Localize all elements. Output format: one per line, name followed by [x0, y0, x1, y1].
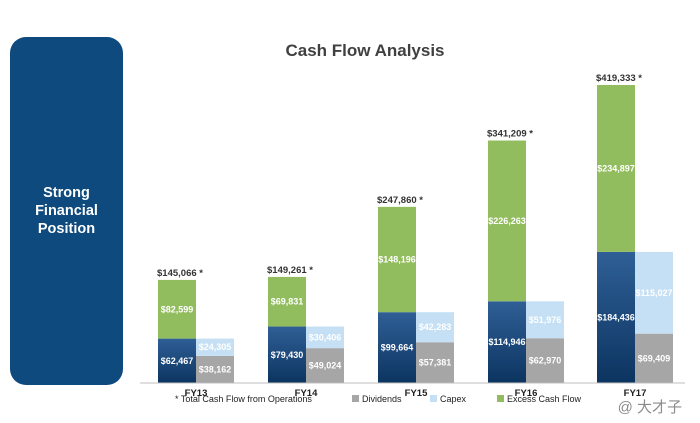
label-capex-fy17: $115,027: [635, 288, 672, 298]
label-base-fy15: $99,664: [381, 343, 414, 353]
tick-fy17: FY17: [624, 388, 647, 399]
label-base-fy14: $79,430: [271, 350, 304, 360]
bar-capex-fy17: [635, 251, 673, 334]
total-label-fy16: $341,209 *: [487, 129, 533, 140]
legend-label-excess-cash-flow: Excess Cash Flow: [507, 394, 582, 404]
side-panel-title: Strong Financial Position: [35, 185, 98, 237]
legend-swatch-dividends: [352, 395, 359, 402]
chart-title: Cash Flow Analysis: [285, 41, 445, 60]
label-capex-fy13: $24,305: [199, 342, 232, 352]
bar-excess-fy14: [268, 276, 306, 327]
total-label-fy13: $145,066 *: [157, 268, 203, 279]
bar-excess-fy13: [158, 279, 196, 339]
label-base-fy17: $184,436: [597, 312, 635, 322]
bar-base-fy13: [158, 338, 196, 383]
label-capex-fy15: $42,283: [419, 322, 452, 332]
bar-excess-fy16: [488, 140, 526, 302]
bar-capex-fy14: [306, 326, 344, 349]
bar-dividends-fy17: [635, 333, 673, 383]
bar-dividends-fy16: [526, 338, 564, 383]
label-excess-fy17: $234,897: [597, 163, 635, 173]
label-dividends-fy15: $57,381: [419, 358, 452, 368]
label-excess-fy15: $148,196: [378, 255, 416, 265]
bar-capex-fy16: [526, 301, 564, 339]
label-capex-fy14: $30,406: [309, 332, 342, 342]
bar-base-fy16: [488, 301, 526, 383]
legend-label-capex: Capex: [440, 394, 467, 404]
legend-swatch-capex: [430, 395, 437, 402]
label-dividends-fy16: $62,970: [529, 356, 562, 366]
bar-base-fy14: [268, 326, 306, 383]
bar-dividends-fy13: [196, 355, 234, 383]
watermark: @ 大才子: [617, 399, 682, 416]
bar-capex-fy13: [196, 338, 234, 356]
label-excess-fy14: $69,831: [271, 297, 304, 307]
label-dividends-fy17: $69,409: [638, 353, 671, 363]
bar-excess-fy17: [597, 85, 635, 252]
label-dividends-fy14: $49,024: [309, 361, 342, 371]
bar-excess-fy15: [378, 206, 416, 313]
label-capex-fy16: $51,976: [529, 315, 562, 325]
tick-fy15: FY15: [405, 388, 428, 399]
bar-base-fy15: [378, 312, 416, 383]
tick-fy16: FY16: [515, 388, 538, 399]
label-base-fy13: $62,467: [161, 356, 194, 366]
legend-note: * Total Cash Flow from Operations: [175, 394, 312, 404]
bar-dividends-fy14: [306, 348, 344, 383]
total-label-fy15: $247,860 *: [377, 195, 423, 206]
bar-dividends-fy15: [416, 342, 454, 383]
legend-label-dividends: Dividends: [362, 394, 402, 404]
total-label-fy17: $419,333 *: [596, 73, 642, 84]
total-label-fy14: $149,261 *: [267, 265, 313, 276]
bar-base-fy17: [597, 251, 635, 383]
label-excess-fy13: $82,599: [161, 304, 194, 314]
tick-fy13: FY13: [185, 388, 208, 399]
label-dividends-fy13: $38,162: [199, 364, 232, 374]
label-base-fy16: $114,946: [488, 337, 525, 347]
tick-fy14: FY14: [295, 388, 318, 399]
bar-capex-fy15: [416, 312, 454, 343]
side-panel: Strong Financial Position: [10, 37, 123, 385]
label-excess-fy16: $226,263: [488, 216, 526, 226]
legend-swatch-excess-cash-flow: [497, 395, 504, 402]
